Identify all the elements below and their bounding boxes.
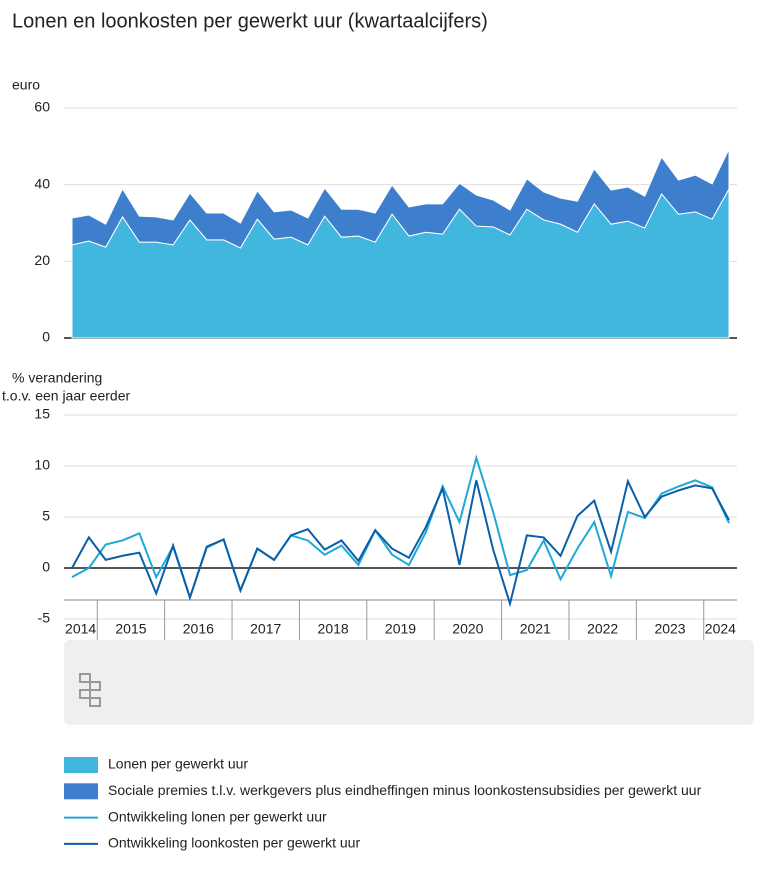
x-tick-label: 2020 — [452, 621, 483, 637]
y-tick-label: 15 — [34, 406, 50, 422]
x-tick-label: 2024 — [705, 621, 736, 637]
chart-title: Lonen en loonkosten per gewerkt uur (kwa… — [12, 10, 488, 32]
legend-label: Ontwikkeling lonen per gewerkt uur — [108, 808, 327, 824]
x-tick-label: 2018 — [318, 621, 349, 637]
y-tick-label: 40 — [34, 175, 50, 191]
area — [71, 148, 730, 249]
line — [71, 454, 730, 601]
legend-swatch — [64, 757, 98, 773]
y-tick-label: 5 — [42, 508, 50, 524]
y-tick-label: 0 — [42, 559, 50, 575]
line — [71, 478, 730, 608]
x-tick-label: 2015 — [115, 621, 146, 637]
y-tick-label: 10 — [34, 457, 50, 473]
legend-swatch — [64, 783, 98, 800]
legend-label: Sociale premies t.l.v. werkgevers plus e… — [108, 782, 702, 798]
y-tick-label: -5 — [38, 610, 51, 626]
y-axis-label: % verandering — [12, 370, 102, 386]
x-tick-label: 2021 — [520, 621, 551, 637]
legend-label: Lonen per gewerkt uur — [108, 756, 248, 772]
y-axis-label: euro — [12, 77, 40, 93]
logo — [79, 673, 101, 707]
y-tick-label: 60 — [34, 99, 50, 115]
y-tick-label: 20 — [34, 252, 50, 268]
legend-label: Ontwikkeling loonkosten per gewerkt uur — [108, 835, 360, 851]
x-tick-label: 2022 — [587, 621, 618, 637]
x-tick-label: 2016 — [183, 621, 214, 637]
x-tick-label: 2017 — [250, 621, 281, 637]
x-tick-label: 2019 — [385, 621, 416, 637]
y-tick-label: 0 — [42, 329, 50, 345]
y-axis-label: t.o.v. een jaar eerder — [2, 388, 130, 404]
footer-box — [64, 640, 754, 725]
x-tick-label: 2023 — [654, 621, 685, 637]
x-tick-label: 2014 — [65, 621, 96, 637]
